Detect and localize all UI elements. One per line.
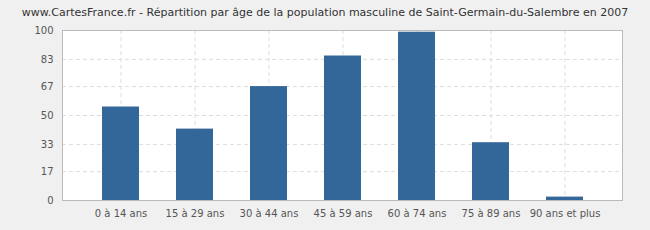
svg-text:67: 67 bbox=[41, 81, 54, 92]
svg-text:83: 83 bbox=[41, 54, 54, 65]
html-text:www.CartesFrance.fr - Répartit: www.CartesFrance.fr - Répartition par âg… bbox=[21, 6, 629, 19]
svg-text:30 à 44 ans: 30 à 44 ans bbox=[240, 208, 299, 219]
svg-text:17: 17 bbox=[41, 166, 54, 177]
svg-text:100: 100 bbox=[34, 25, 53, 36]
svg-text:15 à 29 ans: 15 à 29 ans bbox=[166, 208, 225, 219]
svg-text:60 à 74 ans: 60 à 74 ans bbox=[388, 208, 447, 219]
svg-text:50: 50 bbox=[41, 110, 54, 121]
svg-text:33: 33 bbox=[41, 139, 54, 150]
svg-text:90 ans et plus: 90 ans et plus bbox=[530, 208, 601, 219]
svg-text:0 à 14 ans: 0 à 14 ans bbox=[95, 208, 147, 219]
svg-text:45 à 59 ans: 45 à 59 ans bbox=[314, 208, 373, 219]
svg-text:75 à 89 ans: 75 à 89 ans bbox=[462, 208, 521, 219]
svg-text:0: 0 bbox=[47, 195, 53, 206]
